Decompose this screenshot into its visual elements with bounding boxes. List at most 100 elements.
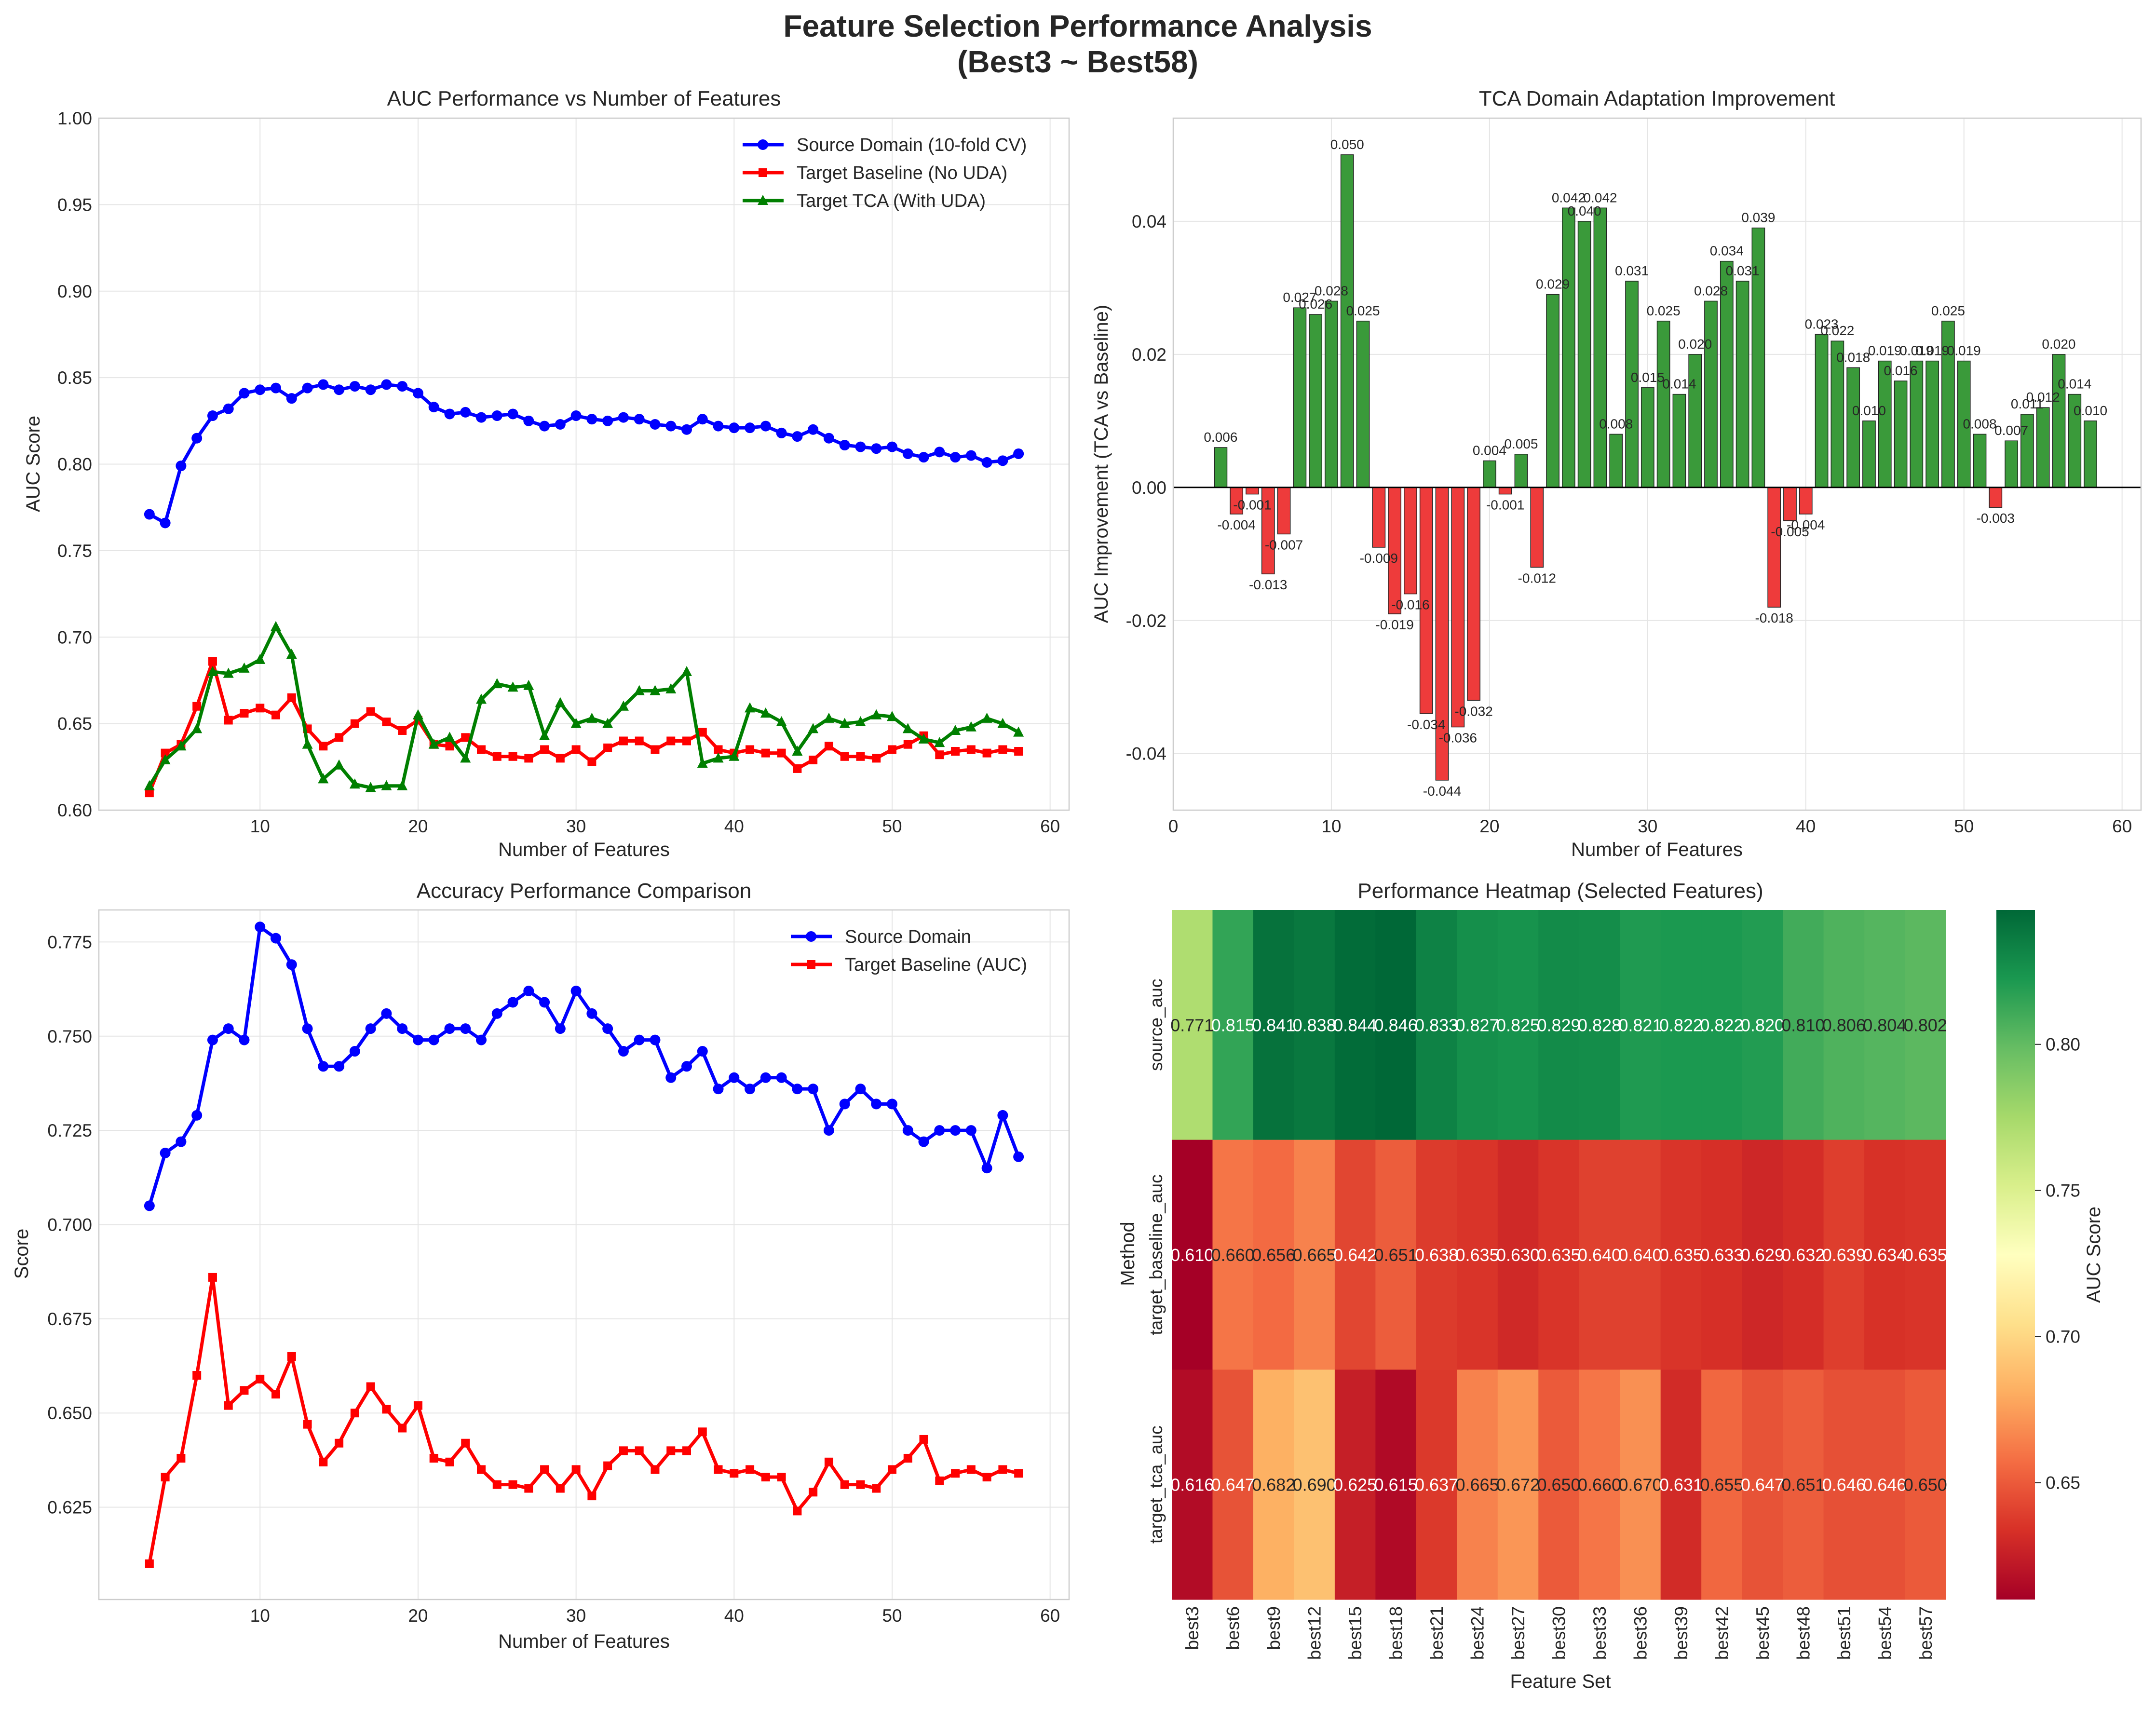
series-line-2 [148,625,1019,789]
bar-value-label: 0.006 [1204,430,1237,445]
auc-chart-ylabel: AUC Score [23,416,44,512]
series-0-point [792,1084,803,1095]
series-0-point [729,1072,740,1083]
legend-label-2: Target TCA (With UDA) [797,191,986,211]
series-0-point [255,922,266,933]
heatmap-cell-values: 0.7710.8150.8410.8380.8440.8460.8330.827… [1170,1015,1947,1494]
heatmap-cell [1660,910,1702,1140]
bar-value-label: -0.009 [1360,551,1398,566]
series-0-point [650,419,661,430]
series-2-point [760,707,771,718]
series-0-point [349,381,360,392]
series-1-point [603,743,612,752]
series-2-point [255,653,266,664]
series-1-point [587,1492,597,1501]
series-2-point [444,732,455,742]
heatmap-title: Performance Heatmap (Selected Features) [1357,879,1763,903]
series-2-point [792,746,803,756]
series-0-point [491,410,502,421]
series-1-point [461,1438,470,1448]
heatmap-cell [1334,1139,1376,1370]
colorbar-tick-label: 0.65 [2046,1473,2080,1493]
colorbar-tick-label: 0.75 [2046,1181,2080,1201]
heatmap-column-label: best3 [1182,1606,1202,1650]
heatmap-cell-value: 0.647 [1741,1475,1784,1495]
bar-value-label: -0.005 [1771,524,1809,539]
series-1-point [951,747,960,756]
heatmap-cell [1334,910,1376,1140]
series-0-point [507,408,518,420]
improvement-bar [1435,487,1449,781]
series-1-point [887,745,896,754]
series-0-point [965,1125,976,1136]
heatmap-column-label: best18 [1386,1606,1406,1660]
bar-value-label: -0.003 [1977,511,2015,526]
series-1-point [761,1473,770,1482]
series-1-point [619,736,628,746]
improvement-bar [1325,300,1338,488]
bar-value-label: -0.012 [1518,570,1556,585]
series-2-point [871,709,882,719]
bar-value-label: 0.010 [2074,403,2107,418]
improvement-bar [1451,487,1465,728]
series-0-point [223,403,234,414]
series-1-point [571,1465,581,1474]
series-2-point [729,750,740,761]
improvement-bar [1799,487,1813,515]
heatmap-row-label: source_auc [1146,979,1166,1071]
series-0-point [792,431,803,442]
series-1-point [840,1480,849,1489]
series-2-point [318,773,329,784]
series-1-point [587,757,597,766]
improvement-bar [1483,460,1496,488]
series-1-point [461,733,470,742]
series-0-point [539,997,550,1008]
heatmap-cell [1701,1139,1743,1370]
bar-value-label: 0.020 [2042,337,2075,352]
heatmap-cell-value: 0.610 [1170,1245,1214,1265]
bar-value-label: 0.025 [1647,303,1681,318]
series-0-point [144,1200,155,1211]
series-1-point [287,693,296,702]
heatmap-cell-value: 0.629 [1741,1245,1784,1265]
y-tick-label: 0.65 [57,714,92,734]
heatmap-cell [1864,910,1906,1140]
bar-value-label: 0.025 [1346,303,1380,318]
heatmap-cell-value: 0.846 [1374,1015,1418,1035]
tca-improvement-bar-chart: TCA Domain Adaptation Improvement 0 10 20 3… [1091,87,2142,860]
heatmap-colorbar-ticks: 0.65 0.70 0.75 0.80 [2035,1035,2080,1493]
series-1-point [413,1401,422,1410]
bar-value-label: 0.028 [1315,283,1348,298]
series-0-point [902,1125,913,1136]
bar-value-label: 0.008 [1599,416,1633,431]
series-1-point [477,1465,486,1474]
series-1-point [240,1386,249,1395]
series-1-point [556,1484,565,1493]
accuracy-chart-series [144,922,1024,1568]
heatmap-cell [1823,1139,1865,1370]
series-1-point [366,707,375,716]
y-tick-label: 0.04 [1132,212,1166,231]
series-0-point [665,1072,677,1083]
improvement-bar [1340,154,1354,488]
heatmap-cell-value: 0.642 [1333,1245,1377,1265]
improvement-bar [1246,487,1259,495]
improvement-bar [1783,487,1797,521]
heatmap-cell-value: 0.771 [1170,1015,1214,1035]
series-0-point [570,410,582,421]
series-1-point [761,748,770,758]
improvement-bar [1609,434,1623,488]
series-1-point [666,736,676,746]
performance-heatmap: Performance Heatmap (Selected Features) … [1117,879,2104,1692]
heatmap-cell-value: 0.646 [1863,1475,1906,1495]
series-0-point [586,1008,597,1019]
bar-value-label: -0.016 [1391,597,1429,612]
series-0-point [334,1061,345,1072]
series-2-point [555,697,566,707]
series-1-point [793,764,802,773]
series-1-point [951,1469,960,1478]
improvement-bar [1672,393,1686,488]
series-1-point [256,704,265,713]
series-0-point [839,1099,850,1110]
bar-value-label: -0.018 [1755,610,1793,625]
